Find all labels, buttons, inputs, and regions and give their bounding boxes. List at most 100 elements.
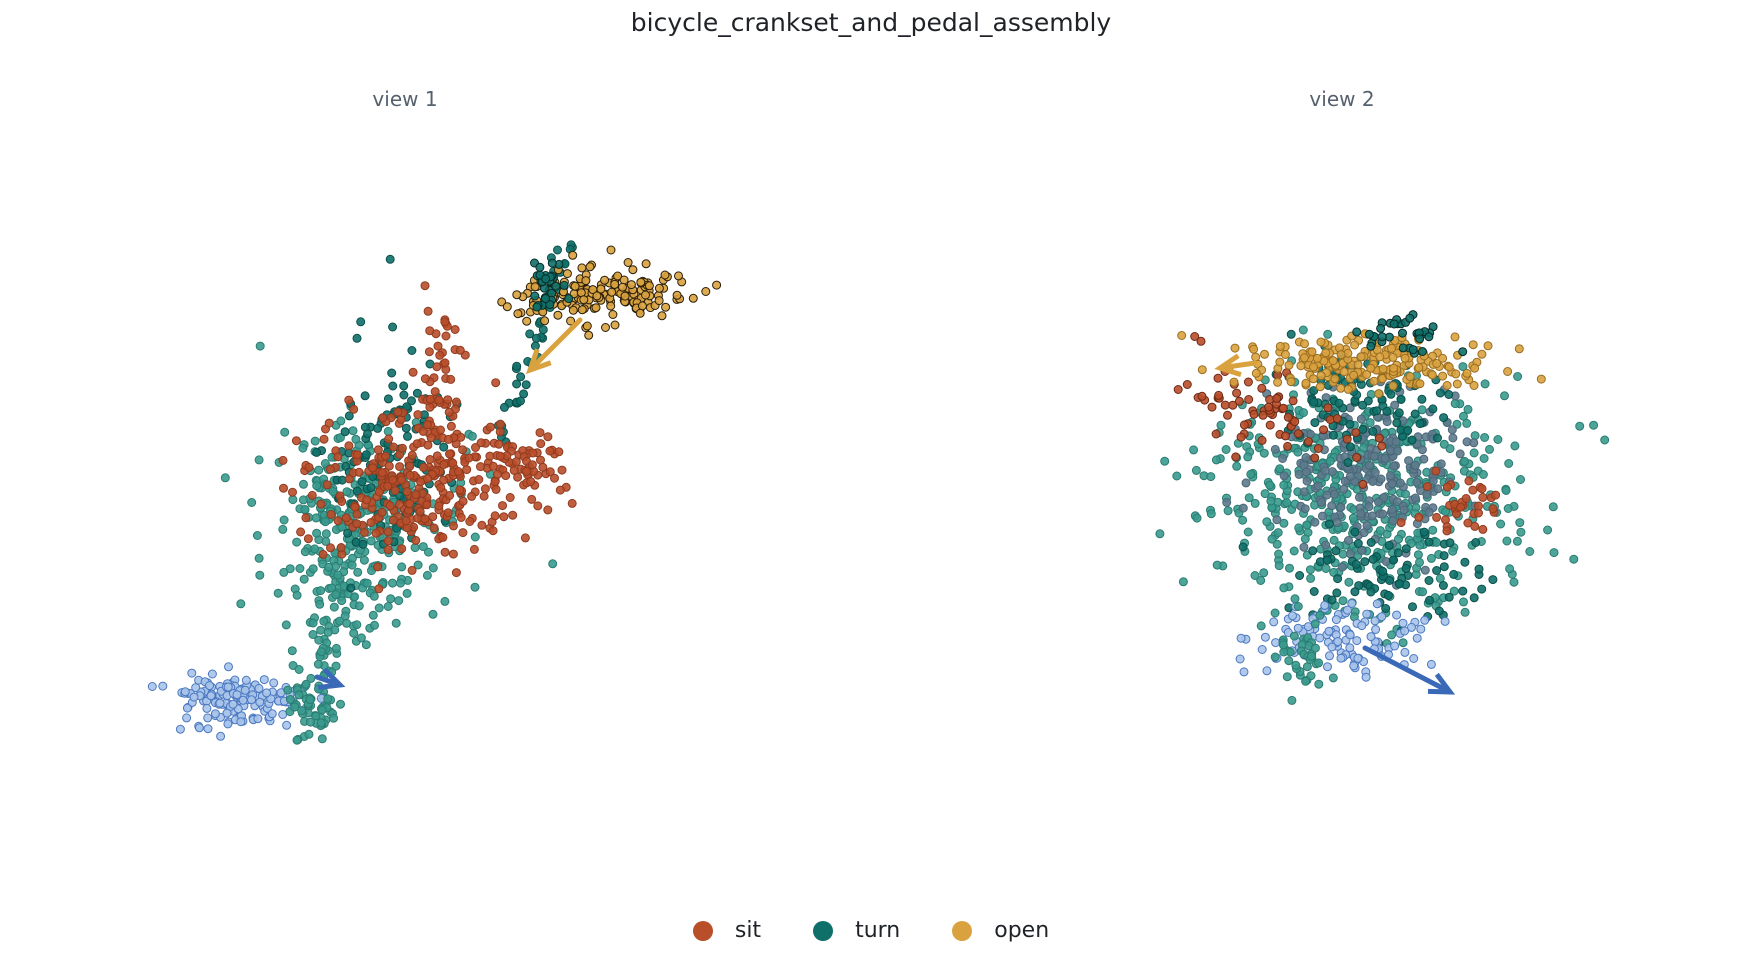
v1-turn-point-272 bbox=[368, 610, 378, 620]
v2-turn-point-1791 bbox=[1485, 444, 1494, 454]
v1-sit-point-875 bbox=[435, 350, 445, 360]
v1-turn-point-1119 bbox=[294, 690, 304, 700]
v2-turn-point-1751 bbox=[1502, 536, 1512, 546]
v2-turn-point-2089 bbox=[1345, 442, 1355, 452]
v1-blue-point-1088 bbox=[228, 699, 238, 709]
v2-turn-point-1608 bbox=[1417, 405, 1427, 415]
v1-sit-point-578 bbox=[383, 527, 393, 537]
v1-sit-point-613 bbox=[458, 445, 468, 455]
v1-sit-point-829 bbox=[453, 467, 463, 476]
v2-turn-point-1562 bbox=[1589, 420, 1599, 430]
v2-sit-point-2294 bbox=[1323, 403, 1333, 413]
legend-label-open: open bbox=[994, 918, 1050, 943]
v2-turn-point-2225 bbox=[1360, 557, 1370, 567]
v1-turn-point-310 bbox=[369, 591, 379, 601]
v2-turn-point-2236 bbox=[1353, 539, 1363, 548]
v2-turn-point-1510 bbox=[1480, 433, 1490, 442]
v1-sit-point-797 bbox=[374, 487, 384, 497]
v2-turn-core-point-1979 bbox=[1320, 466, 1330, 476]
v1-sit-point-731 bbox=[480, 484, 490, 494]
v2-open-point-2466 bbox=[1366, 363, 1376, 373]
v1-open-point-1169 bbox=[657, 311, 667, 321]
v1-turn-point-331 bbox=[331, 590, 341, 600]
v1-open-point-1308 bbox=[620, 291, 630, 301]
v1-turn-point-228 bbox=[321, 529, 331, 539]
v2-sit-point-2309 bbox=[1196, 336, 1206, 346]
v2-turn-point-2180 bbox=[1238, 542, 1248, 552]
v2-turn-point-2223 bbox=[1331, 546, 1341, 556]
v1-turn-point-1135 bbox=[317, 705, 327, 715]
v2-turn-point-1598 bbox=[1294, 523, 1304, 533]
v1-turn-point-163 bbox=[299, 479, 308, 489]
v2-turn-point-2163 bbox=[1460, 557, 1470, 567]
v2-turn-point-2576 bbox=[1376, 323, 1386, 333]
v2-turn-core-point-2014 bbox=[1392, 497, 1402, 507]
v1-sit-point-566 bbox=[301, 513, 311, 523]
v1-turn-point-297 bbox=[327, 583, 336, 593]
v2-turn-core-point-2046 bbox=[1410, 493, 1420, 503]
v1-turn-point-446 bbox=[358, 539, 368, 549]
v1-open-point-1238 bbox=[610, 320, 620, 330]
v1-sit-point-754 bbox=[325, 464, 335, 474]
v1-turn-point-327 bbox=[333, 570, 343, 580]
v2-turn-core-point-2009 bbox=[1279, 471, 1289, 481]
v1-sit-point-917 bbox=[550, 473, 559, 483]
v2-turn-point-2065 bbox=[1343, 458, 1353, 467]
v2-turn-point-1603 bbox=[1329, 535, 1339, 545]
v1-sit-point-825 bbox=[383, 536, 393, 546]
v2-turn-point-1701 bbox=[1501, 486, 1511, 495]
v2-turn-core-point-1889 bbox=[1367, 511, 1377, 521]
v2-turn-core-point-2020 bbox=[1428, 476, 1438, 486]
v2-turn-core-point-1888 bbox=[1447, 425, 1457, 435]
v2-open-point-2416 bbox=[1339, 367, 1349, 377]
v1-turn-point-1325 bbox=[559, 280, 569, 290]
v2-turn-core-point-1916 bbox=[1356, 414, 1366, 424]
v2-open-point-2534 bbox=[1444, 362, 1454, 372]
v2-turn-core-point-2025 bbox=[1469, 438, 1479, 448]
v2-sit-point-2336 bbox=[1431, 466, 1441, 476]
v1-sit-point-690 bbox=[333, 516, 343, 526]
v1-turn-point-79 bbox=[470, 582, 480, 592]
v1-turn-point-21 bbox=[254, 553, 264, 563]
v1-sit-point-806 bbox=[316, 499, 326, 509]
v2-blue-point-2643 bbox=[1239, 667, 1249, 677]
v2-turn-point-2235 bbox=[1322, 555, 1332, 565]
v2-turn-point-2184 bbox=[1327, 595, 1337, 605]
v2-turn-point-2128 bbox=[1358, 400, 1368, 410]
v1-blue-point-1062 bbox=[203, 713, 213, 723]
v2-turn-point-2194 bbox=[1488, 575, 1498, 585]
v1-sit-point-747 bbox=[388, 475, 398, 485]
v1-turn-point-371 bbox=[316, 647, 326, 657]
v2-open-point-2544 bbox=[1316, 371, 1326, 381]
v1-open-point-1264 bbox=[635, 308, 645, 318]
v2-turn-core-point-2000 bbox=[1404, 456, 1414, 466]
v1-blue-point-1023 bbox=[147, 682, 157, 691]
v1-turn-point-1137 bbox=[290, 702, 300, 712]
v1-sit-point-904 bbox=[443, 395, 453, 405]
v1-turn-point-415 bbox=[439, 442, 449, 452]
v1-sit-point-662 bbox=[485, 451, 495, 461]
v2-turn-point-1765 bbox=[1259, 568, 1269, 578]
v1-open-point-1204 bbox=[661, 302, 671, 312]
v1-open-point-1309 bbox=[636, 277, 646, 287]
v2-turn-core-point-2033 bbox=[1381, 557, 1391, 566]
v2-turn-point-1726 bbox=[1458, 362, 1468, 372]
v2-turn-point-2215 bbox=[1477, 584, 1487, 594]
v2-turn-core-point-1936 bbox=[1354, 492, 1364, 502]
v2-turn-point-2548 bbox=[1398, 343, 1408, 353]
v2-sit-point-2263 bbox=[1258, 410, 1268, 420]
v1-sit-point-625 bbox=[366, 518, 376, 527]
v2-blue-point-2594 bbox=[1257, 645, 1267, 654]
v2-turn-point-1588 bbox=[1262, 517, 1272, 527]
v1-turn-point-1115 bbox=[316, 718, 326, 728]
v2-turn-core-point-1969 bbox=[1278, 454, 1288, 463]
v1-sit-point-859 bbox=[441, 331, 451, 341]
v2-sit-point-2277 bbox=[1257, 435, 1267, 445]
v1-sit-point-921 bbox=[494, 439, 504, 449]
v2-turn-point-2234 bbox=[1424, 537, 1434, 547]
v2-open-point-2468 bbox=[1286, 377, 1296, 387]
v1-turn-point-328 bbox=[292, 537, 302, 547]
v1-sit-point-799 bbox=[543, 505, 553, 515]
v2-turn-core-point-1913 bbox=[1238, 503, 1248, 513]
v1-sit-point-702 bbox=[467, 491, 477, 501]
